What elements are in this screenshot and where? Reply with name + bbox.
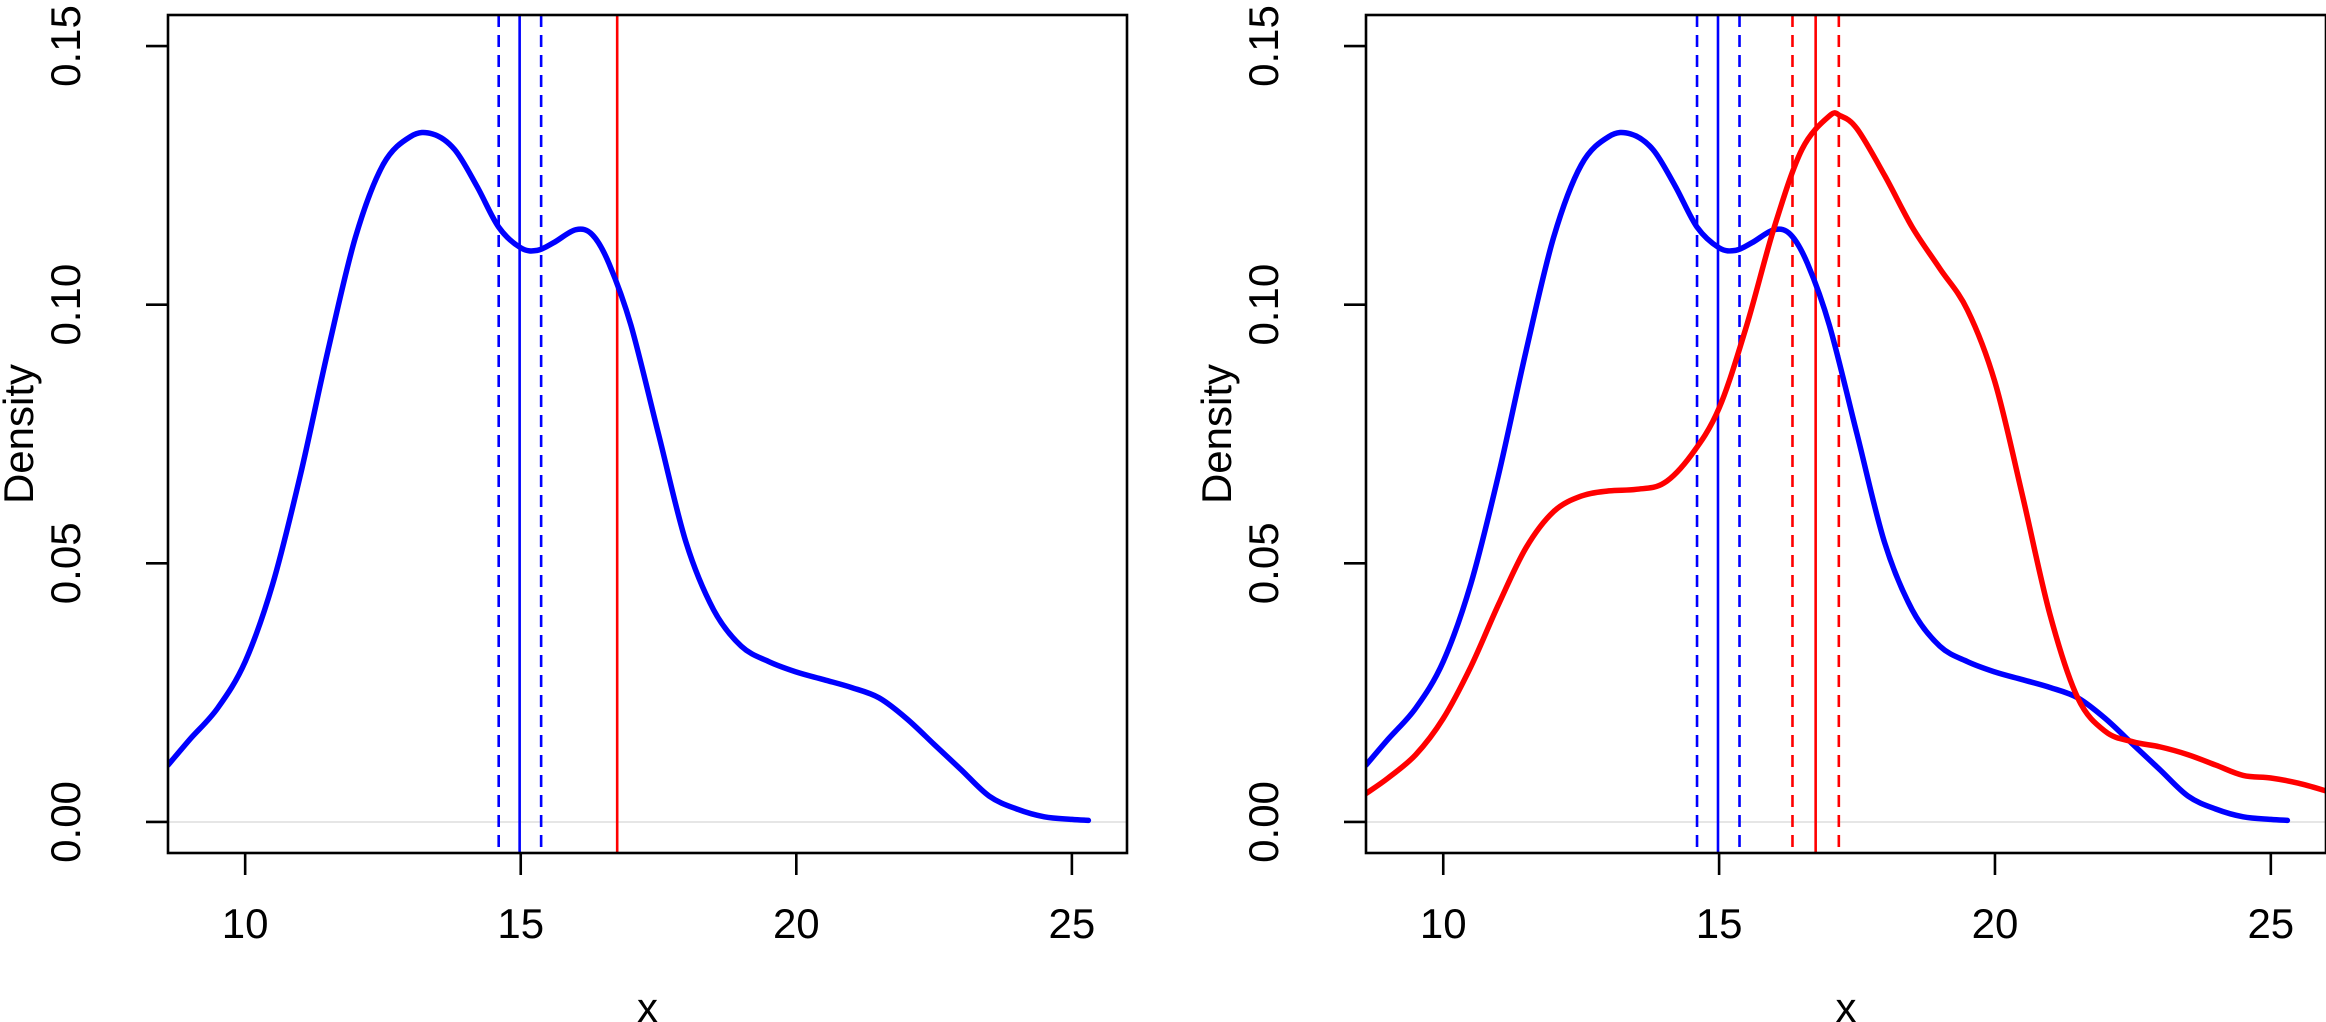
plot-frame [166,13,1129,855]
density-panel-1: 10 15 20 25 0.00 0.05 0.10 0.15 x Density [0,5,1129,1022]
y-axis-title: Density [1193,364,1240,504]
plot-area [1366,15,2326,853]
x-axis-title: x [637,984,658,1022]
x-axis-title: x [1836,984,1857,1022]
density-panel-2: 10 15 20 25 0.00 0.05 0.10 0.15 x Density [1193,5,2326,1022]
x-tick-label: 10 [222,900,269,947]
y-tick-label: 0.10 [42,264,89,346]
x-tick-label: 20 [1972,900,2019,947]
plot-area [168,15,1127,853]
y-tick-label: 0.05 [1240,522,1287,604]
x-tick-label: 10 [1420,900,1467,947]
y-tick-label: 0.05 [42,522,89,604]
x-tick-label: 25 [2247,900,2294,947]
y-tick-label: 0.15 [42,5,89,87]
x-tick-label: 15 [497,900,544,947]
density-curve [1366,129,2291,824]
y-axis-title: Density [0,364,42,504]
y-tick-label: 0.00 [42,781,89,863]
density-curve [168,129,1092,824]
y-tick-label: 0.00 [1240,781,1287,863]
x-tick-label: 25 [1049,900,1096,947]
y-tick-label: 0.15 [1240,5,1287,87]
plot-frame [1364,13,2326,855]
x-tick-label: 15 [1696,900,1743,947]
y-tick-label: 0.10 [1240,264,1287,346]
density-curve [1366,110,2326,797]
x-tick-label: 20 [773,900,820,947]
